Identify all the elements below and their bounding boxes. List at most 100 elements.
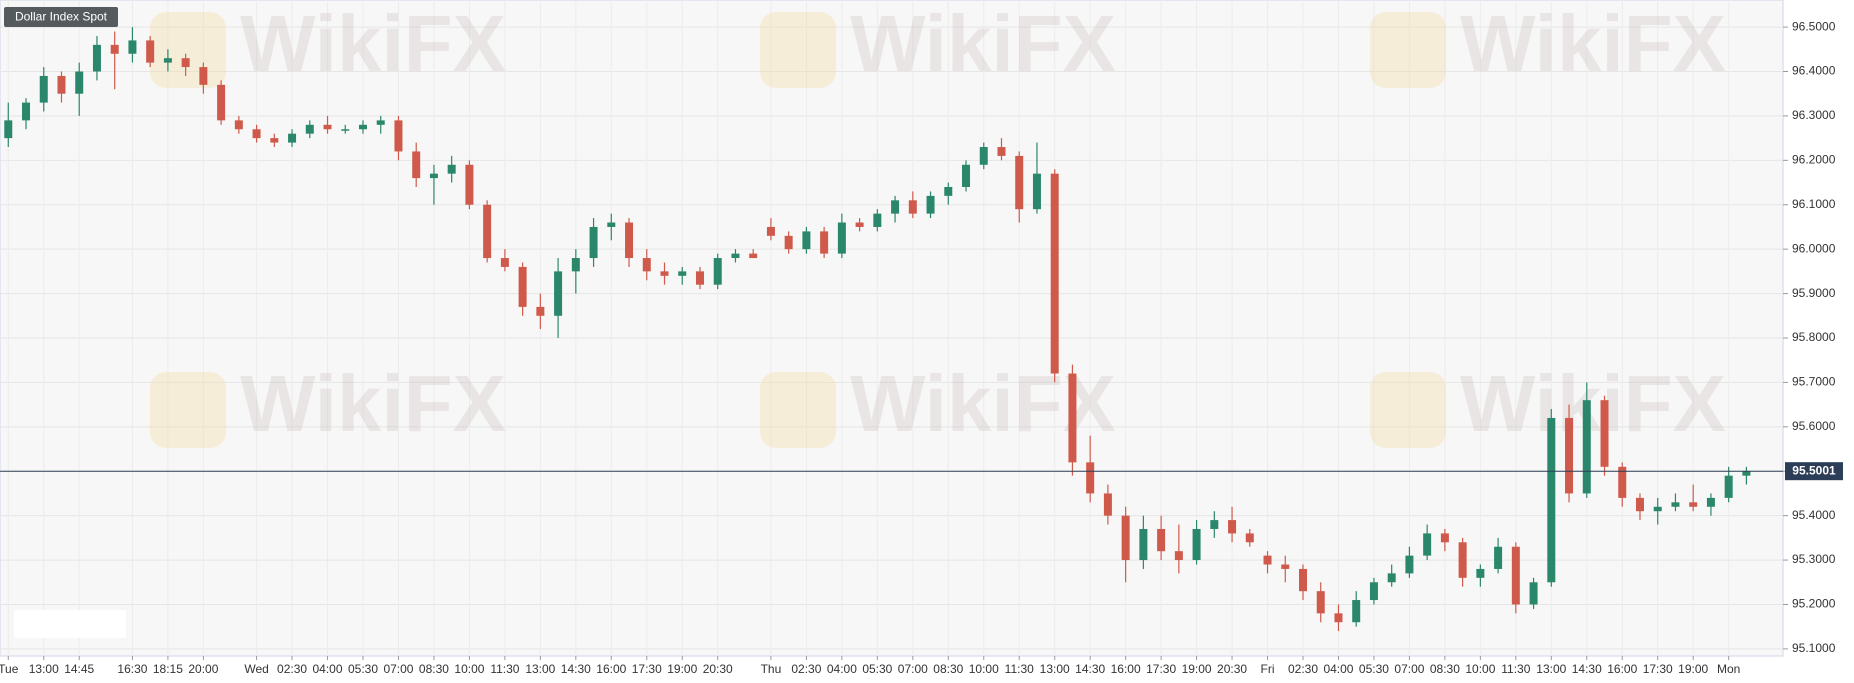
x-tick-label: 08:30 [1430, 662, 1460, 676]
x-tick-label: 16:00 [1607, 662, 1637, 676]
candle-body [1263, 555, 1272, 565]
watermark: WikiFX [850, 0, 1116, 88]
watermark-icon [150, 12, 226, 88]
candle-body [1281, 564, 1290, 569]
x-tick-label: 20:30 [703, 662, 733, 676]
candles [0, 27, 1783, 632]
candle-body [376, 120, 385, 125]
x-tick-label: 17:30 [1146, 662, 1176, 676]
candle-body [891, 200, 900, 214]
candle-body [305, 124, 314, 134]
candle-body [1316, 591, 1325, 614]
candle-body [1529, 582, 1538, 605]
x-tick-label: 19:00 [1182, 662, 1212, 676]
watermark: WikiFX [240, 359, 506, 448]
x-tick-label: 10:00 [1465, 662, 1495, 676]
candle-body [749, 253, 758, 259]
candle-body [571, 258, 580, 272]
y-tick-label: 96.3000 [1792, 108, 1836, 122]
candle-body [1440, 533, 1449, 543]
candle-body [110, 44, 119, 54]
candle-body [1015, 155, 1024, 210]
candle-body [1547, 417, 1556, 583]
candle-body [1387, 573, 1396, 583]
candle-body [217, 84, 226, 121]
candle-body [57, 75, 66, 94]
candle-body [1600, 400, 1609, 467]
watermark-icon [760, 12, 836, 88]
x-tick-label: 11:30 [1005, 662, 1034, 676]
candle-body [607, 222, 616, 227]
candle-body [1618, 466, 1627, 498]
candle-body [323, 124, 332, 130]
x-tick-label: Mon [1717, 662, 1740, 676]
candle-body [1405, 555, 1414, 574]
candle-body [1121, 515, 1130, 561]
candle-body [1245, 533, 1254, 543]
candle-body [1032, 173, 1041, 210]
candle-body [4, 120, 13, 139]
candle-body [642, 258, 651, 272]
y-tick-label: 95.9000 [1792, 286, 1836, 300]
candle-body [163, 58, 172, 63]
x-tick-label: 14:45 [64, 662, 94, 676]
candle-body [1742, 471, 1751, 476]
x-tick-label: 11:30 [490, 662, 519, 676]
candle-body [1689, 502, 1698, 507]
candle-body [1511, 546, 1520, 605]
watermark-icon [760, 372, 836, 448]
y-tick-label: 96.2000 [1792, 153, 1836, 167]
x-tick-label: 07:00 [898, 662, 928, 676]
candle-body [678, 271, 687, 276]
candle-body [234, 120, 243, 130]
candle-body [997, 147, 1006, 156]
x-tick-label: 08:30 [933, 662, 963, 676]
candle-body [394, 120, 403, 152]
y-tick-label: 96.4000 [1792, 64, 1836, 78]
watermark-icon [1370, 12, 1446, 88]
candle-body [1706, 497, 1715, 507]
candle-body [128, 40, 137, 54]
candle-body [926, 195, 935, 214]
y-tick-label: 95.8000 [1792, 330, 1836, 344]
candle-body [1369, 582, 1378, 601]
x-tick-label: 02:30 [1288, 662, 1318, 676]
candle-body [660, 271, 669, 276]
x-tick-label: 14:30 [1075, 662, 1105, 676]
x-tick-label: Wed [244, 662, 268, 676]
candle-body [1086, 462, 1095, 494]
x-tick-label: 08:30 [419, 662, 449, 676]
x-tick-label: 07:00 [1394, 662, 1424, 676]
candle-body [1192, 528, 1201, 561]
candle-body [412, 151, 421, 179]
candle-body [1174, 551, 1183, 561]
candle-body [554, 271, 563, 316]
x-tick-label: 04:00 [313, 662, 343, 676]
candle-body [181, 58, 190, 68]
candle-body [1565, 417, 1574, 494]
candle-body [288, 133, 297, 143]
candle-body [1103, 493, 1112, 516]
candle-body [589, 226, 598, 259]
y-tick-label: 95.2000 [1792, 597, 1836, 611]
x-tick-label: 11:30 [1501, 662, 1530, 676]
candle-body [1299, 568, 1308, 592]
candle-body [1671, 502, 1680, 507]
candle-body [1050, 173, 1059, 374]
candle-body [75, 71, 84, 94]
candle-body [820, 231, 829, 254]
candle-body [1352, 600, 1361, 623]
watermark: WikiFX [240, 0, 506, 88]
y-tick-label: 95.1000 [1792, 641, 1836, 655]
candle-body [855, 222, 864, 227]
candle-body [784, 235, 793, 250]
chart-title: Dollar Index Spot [15, 10, 108, 24]
candle-body [341, 129, 350, 131]
y-tick-label: 95.6000 [1792, 419, 1836, 433]
candle-body [837, 222, 846, 254]
x-tick-label: 16:00 [596, 662, 626, 676]
x-tick-label: Fri [1261, 662, 1275, 676]
candle-body [962, 164, 971, 187]
